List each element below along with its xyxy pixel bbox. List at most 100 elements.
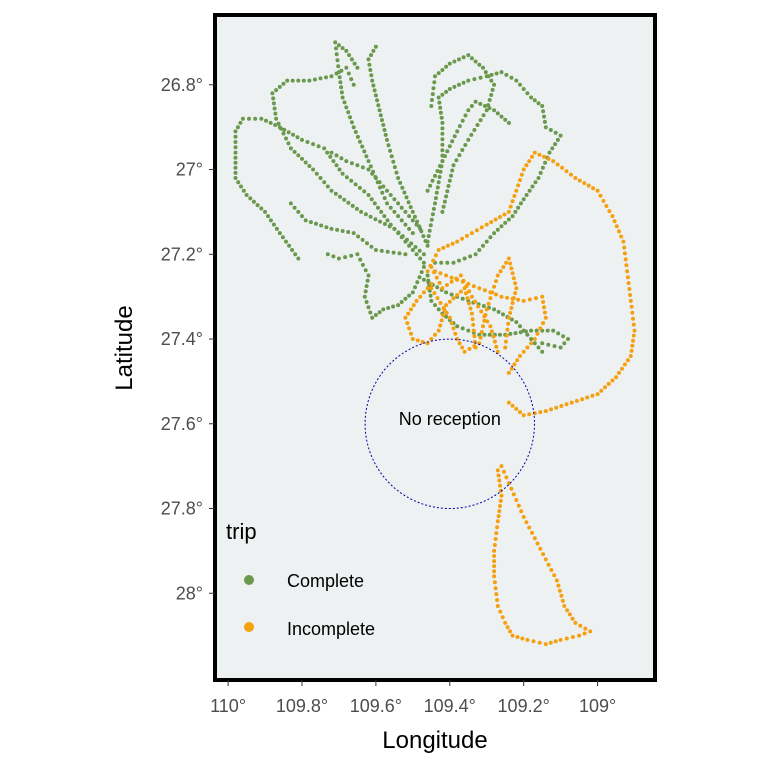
point-complete <box>418 226 423 231</box>
point-incomplete <box>502 212 507 217</box>
point-complete <box>353 130 358 134</box>
point-complete <box>336 256 341 261</box>
point-complete <box>440 142 445 147</box>
point-incomplete <box>532 150 537 155</box>
point-complete <box>442 199 447 204</box>
point-complete <box>329 150 334 155</box>
point-complete <box>462 256 467 261</box>
point-complete <box>369 73 374 78</box>
point-complete <box>336 43 341 48</box>
point-incomplete <box>441 245 446 250</box>
point-complete <box>270 91 275 96</box>
x-axis-title: Longitude <box>382 727 487 754</box>
panel-border <box>213 13 657 682</box>
point-complete <box>376 205 380 210</box>
point-complete <box>431 86 436 91</box>
x-tick-label: 109° <box>579 696 616 716</box>
point-complete <box>529 337 534 341</box>
point-incomplete <box>467 301 471 306</box>
point-complete <box>247 116 251 121</box>
point-complete <box>366 167 371 172</box>
point-complete <box>259 206 264 211</box>
point-incomplete <box>531 639 536 644</box>
point-incomplete <box>506 209 511 214</box>
point-complete <box>513 331 518 336</box>
point-incomplete <box>621 239 626 244</box>
point-complete <box>357 185 362 190</box>
point-complete <box>452 134 457 139</box>
point-incomplete <box>488 296 493 301</box>
point-complete <box>334 52 339 57</box>
point-complete <box>429 217 434 222</box>
point-incomplete <box>511 492 516 497</box>
point-incomplete <box>524 520 529 525</box>
point-incomplete <box>441 313 446 318</box>
point-complete <box>481 304 486 308</box>
point-complete <box>318 176 323 180</box>
point-complete <box>259 116 264 121</box>
point-complete <box>419 270 424 275</box>
point-complete <box>399 218 404 223</box>
point-incomplete <box>506 370 511 375</box>
point-incomplete <box>628 293 633 297</box>
point-complete <box>513 209 518 214</box>
point-complete <box>501 312 505 317</box>
point-incomplete <box>632 328 637 333</box>
point-complete <box>378 185 382 190</box>
point-complete <box>346 200 351 205</box>
point-complete <box>536 176 541 180</box>
point-complete <box>457 57 461 62</box>
point-complete <box>499 70 504 75</box>
point-incomplete <box>546 156 551 161</box>
point-incomplete <box>498 269 503 274</box>
point-complete <box>433 201 437 206</box>
point-complete <box>540 104 545 108</box>
point-complete <box>268 218 273 223</box>
point-incomplete <box>482 318 487 323</box>
point-complete <box>251 199 256 204</box>
point-complete <box>379 209 384 214</box>
point-incomplete <box>527 412 532 417</box>
point-incomplete <box>538 326 543 331</box>
point-complete <box>319 223 324 228</box>
point-incomplete <box>479 225 484 230</box>
point-complete <box>238 120 243 125</box>
point-complete <box>429 298 434 303</box>
point-complete <box>415 280 420 285</box>
point-complete <box>233 140 238 144</box>
point-incomplete <box>521 298 526 303</box>
point-complete <box>387 224 392 229</box>
point-complete <box>510 214 515 219</box>
point-complete <box>385 249 390 254</box>
point-complete <box>516 205 521 210</box>
point-complete <box>351 231 356 236</box>
point-complete <box>396 176 401 180</box>
point-complete <box>295 135 300 140</box>
point-complete <box>524 193 529 197</box>
point-incomplete <box>619 234 624 239</box>
point-complete <box>466 53 471 58</box>
point-complete <box>385 218 390 223</box>
point-incomplete <box>510 199 515 204</box>
point-complete <box>518 82 522 87</box>
point-incomplete <box>506 481 511 486</box>
point-incomplete <box>498 488 503 493</box>
point-incomplete <box>588 629 593 634</box>
point-complete <box>449 292 454 297</box>
point-complete <box>410 231 415 236</box>
x-axis: 110° 109.8° 109.6° 109.4° 109.2° 109° <box>210 680 616 716</box>
point-incomplete <box>625 275 630 280</box>
point-complete <box>358 257 363 262</box>
point-complete <box>360 262 365 267</box>
point-incomplete <box>580 397 585 402</box>
point-complete <box>324 225 329 230</box>
point-complete <box>381 184 386 189</box>
point-complete <box>382 128 387 132</box>
point-incomplete <box>492 569 497 574</box>
point-complete <box>293 252 298 257</box>
point-incomplete <box>558 637 563 642</box>
point-complete <box>354 206 359 211</box>
point-incomplete <box>438 301 443 305</box>
point-complete <box>346 71 351 76</box>
point-incomplete <box>556 583 561 588</box>
